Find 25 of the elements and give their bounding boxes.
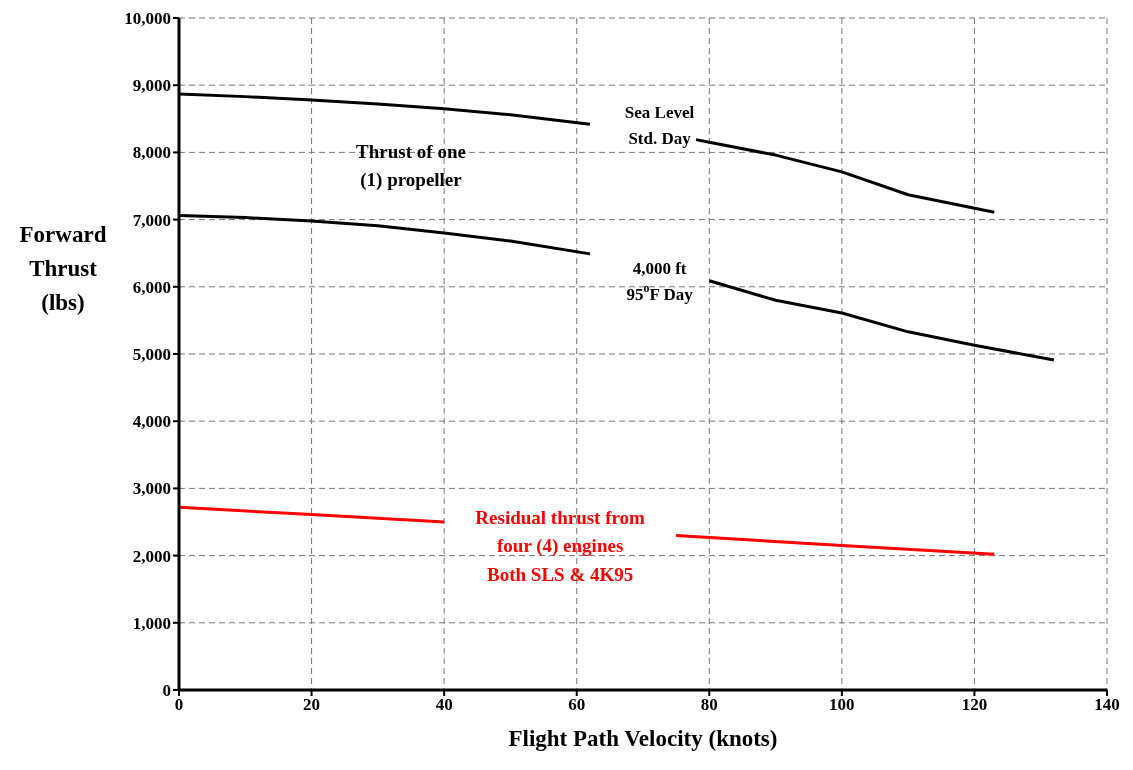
annotation: 4,000 ft 95$^{o}$F Day <box>626 258 694 304</box>
x-tick-label: 0 <box>174 695 184 715</box>
y-tick-label: 7,000 <box>132 210 171 230</box>
x-axis-title: Flight Path Velocity (knots) <box>508 726 778 751</box>
annotation: Residual thrust from four (4) engines Both SLS & 4K95 <box>475 507 646 586</box>
y-tick-label: 4,000 <box>132 412 171 432</box>
y-tick-label: 0 <box>162 681 171 701</box>
y-tick-label: 5,000 <box>132 345 171 365</box>
y-tick-label: 3,000 <box>132 479 171 499</box>
y-tick-label: 1,000 <box>132 613 171 633</box>
y-tick-label: 2,000 <box>132 546 171 566</box>
x-tick-label: 60 <box>568 695 586 715</box>
x-tick-label: 20 <box>303 695 321 715</box>
annotation: Sea Level Std. Day <box>624 103 695 148</box>
y-tick-label: 8,000 <box>132 143 171 163</box>
x-tick-label: 100 <box>829 695 855 715</box>
y-tick-label: 9,000 <box>132 76 171 96</box>
x-tick-label: 80 <box>700 695 718 715</box>
y-tick-label: 6,000 <box>132 277 171 297</box>
x-tick-label: 120 <box>961 695 988 715</box>
y-tick-label: 10,000 <box>124 9 171 29</box>
x-tick-label: 40 <box>435 695 453 715</box>
annotation: Thrust of one (1) propeller <box>356 140 466 192</box>
x-tick-label: 140 <box>1094 695 1120 715</box>
y-axis-title: Forward Thrust (lbs) <box>18 221 108 317</box>
